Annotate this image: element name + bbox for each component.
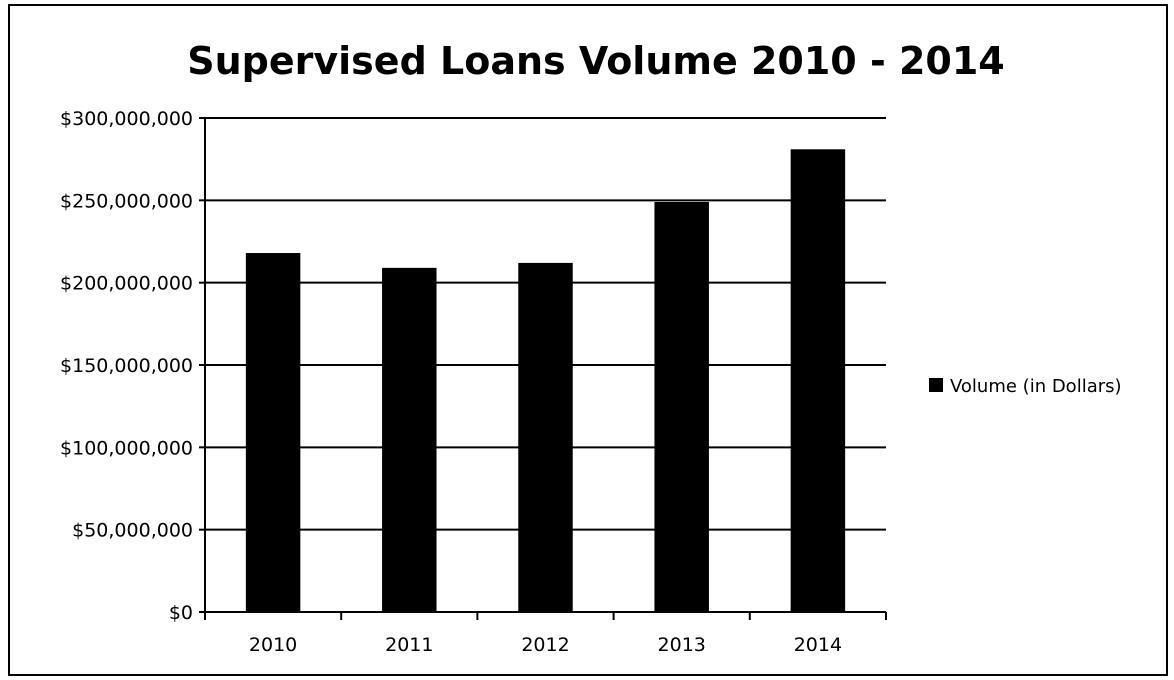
y-tick-label: $100,000,000 [60,437,193,459]
axes [199,117,887,620]
bar-2010 [245,253,301,612]
y-tick-label: $0 [169,602,193,624]
y-tick-label: $300,000,000 [60,108,193,130]
y-tick-label: $250,000,000 [60,190,193,212]
bar-2014 [790,149,846,612]
x-tick-label: 2011 [385,634,433,656]
x-tick-label: 2014 [794,634,842,656]
legend-label: Volume (in Dollars) [950,376,1122,397]
x-axis-tick-labels: 2010 2011 2012 2013 2014 [249,634,842,656]
bar-2013 [654,201,709,613]
y-axis-tick-labels: $0 $50,000,000 $100,000,000 $150,000,000 $20… [60,108,193,624]
chart-frame [8,4,1168,676]
x-tick-label: 2012 [521,634,569,656]
legend-swatch [929,378,943,392]
legend: Volume (in Dollars) [929,376,1122,397]
y-tick-label: $50,000,000 [72,520,193,542]
bar-2011 [382,267,437,612]
chart-title: Supervised Loans Volume 2010 - 2014 [187,39,1004,83]
gridlines [205,117,886,531]
x-tick-label: 2013 [658,634,706,656]
x-tick-label: 2010 [249,634,297,656]
y-tick-label: $200,000,000 [60,273,193,295]
bar-2012 [518,262,573,612]
y-tick-label: $150,000,000 [60,355,193,377]
bars [245,149,846,613]
